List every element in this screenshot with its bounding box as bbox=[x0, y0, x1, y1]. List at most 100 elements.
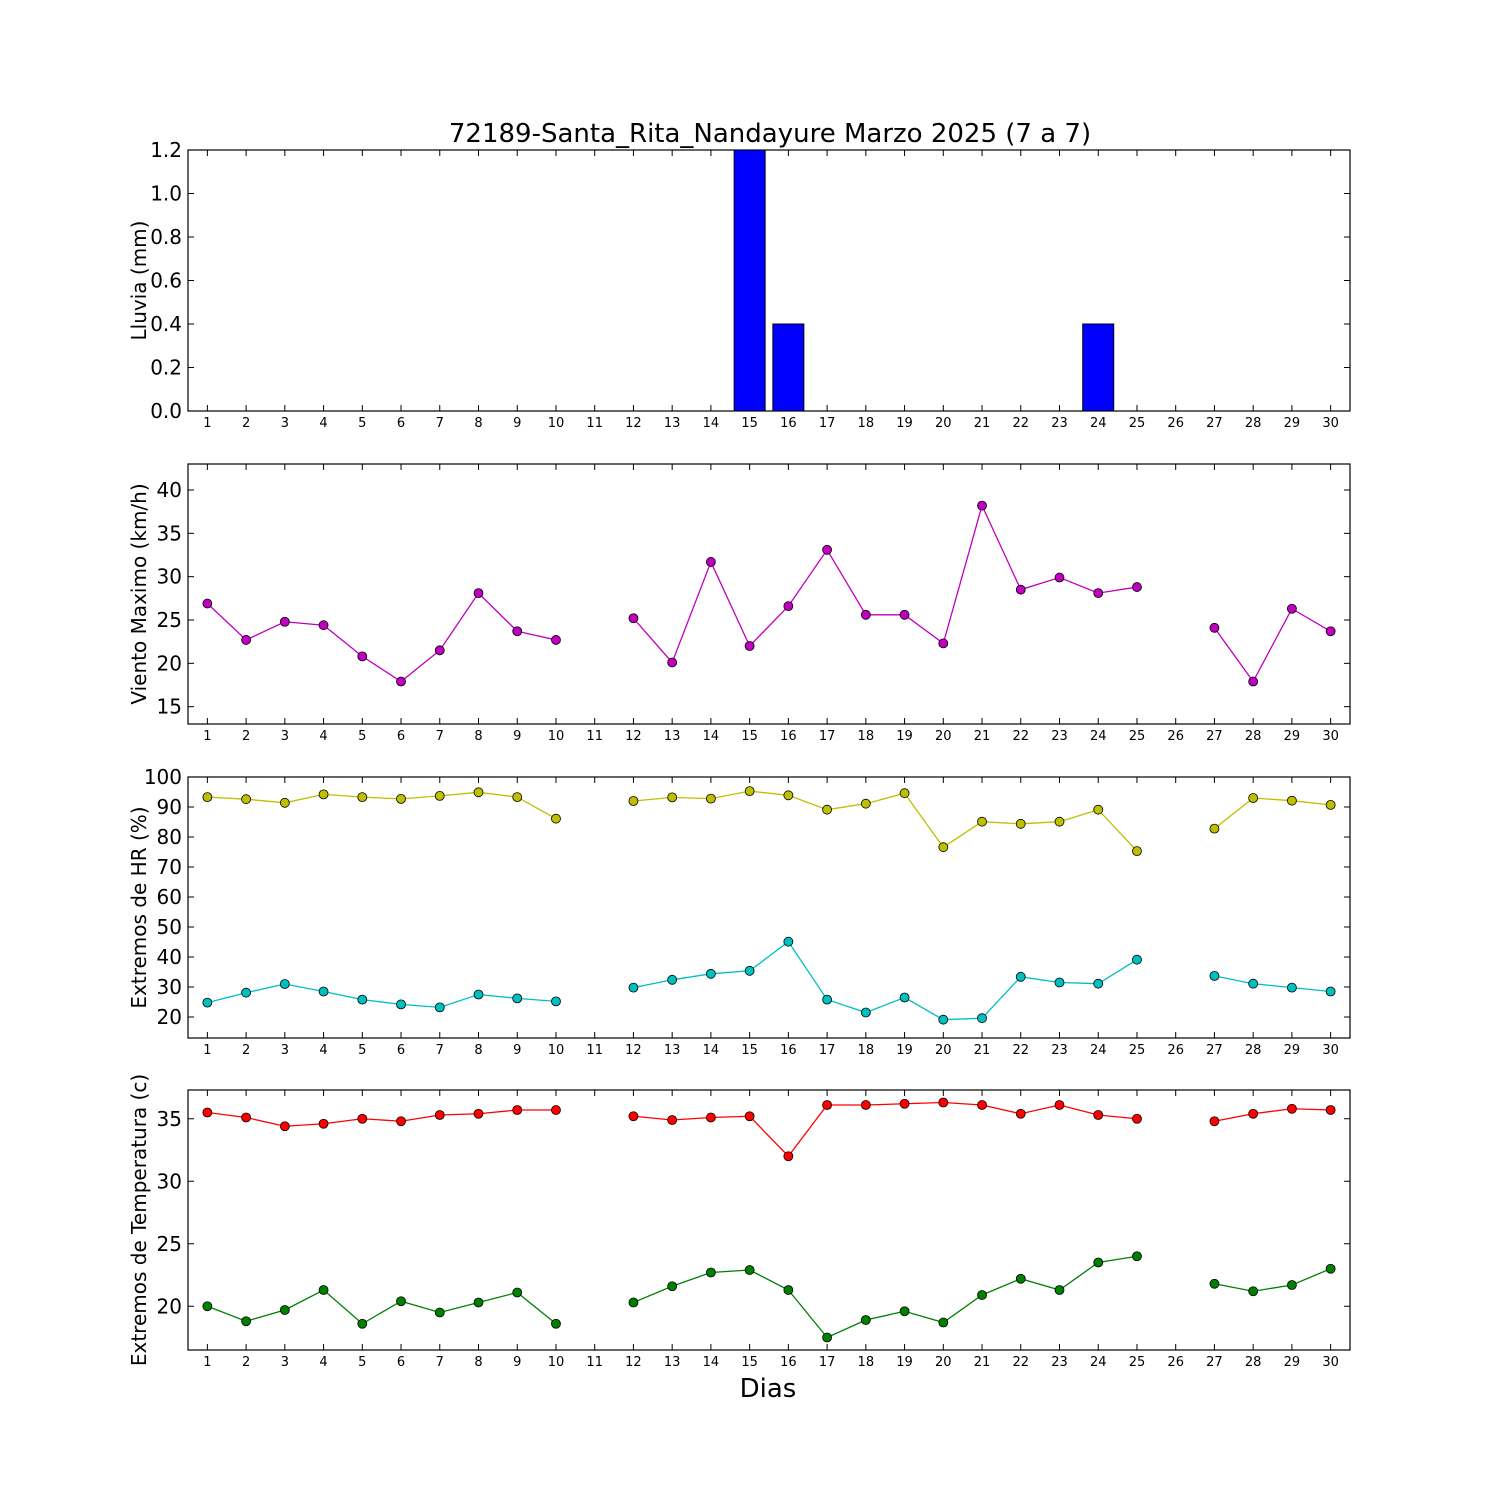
temp-data-point bbox=[396, 1296, 406, 1307]
lluvia-y-axis-label: Lluvia (mm) bbox=[127, 221, 151, 341]
lluvia-xtick-label: 26 bbox=[1167, 416, 1184, 431]
temp-xtick-label: 13 bbox=[664, 1355, 681, 1370]
hr-xtick-label: 26 bbox=[1167, 1043, 1184, 1058]
hr-data-point bbox=[434, 791, 445, 801]
temp-xtick-label: 3 bbox=[281, 1355, 289, 1370]
hr-data-point bbox=[434, 1002, 445, 1013]
viento-data-point bbox=[628, 613, 639, 624]
temp-xtick-label: 15 bbox=[741, 1355, 758, 1370]
temp-xtick-label: 7 bbox=[436, 1355, 444, 1370]
hr-xtick-label: 15 bbox=[741, 1043, 758, 1058]
temp-data-point bbox=[1248, 1286, 1259, 1297]
lluvia-ytick-label: 0.8 bbox=[150, 225, 182, 249]
hr-data-point bbox=[860, 1007, 871, 1018]
temp-data-point bbox=[822, 1100, 832, 1110]
hr-data-point bbox=[1248, 793, 1259, 803]
hr-data-point bbox=[202, 997, 213, 1008]
viento-data-point bbox=[241, 635, 252, 645]
viento-xtick-label: 17 bbox=[819, 729, 836, 744]
viento-data-point bbox=[860, 609, 871, 620]
hr-data-point bbox=[551, 996, 561, 1007]
hr-xtick-label: 7 bbox=[436, 1043, 444, 1058]
viento-data-point bbox=[1054, 572, 1065, 583]
viento-xtick-label: 29 bbox=[1284, 729, 1301, 744]
viento-data-point bbox=[279, 616, 290, 627]
lluvia-axes-frame bbox=[187, 149, 1351, 412]
hr-xtick-label: 6 bbox=[397, 1043, 405, 1058]
temp-xtick-label: 21 bbox=[974, 1355, 991, 1370]
temp-xtick-label: 10 bbox=[548, 1355, 565, 1370]
lluvia-ytick-label: 0.2 bbox=[150, 356, 182, 380]
temp-data-point bbox=[783, 1151, 794, 1162]
lluvia-xtick-label: 9 bbox=[513, 416, 521, 431]
temp-xtick-label: 24 bbox=[1090, 1355, 1107, 1370]
hr-data-point bbox=[860, 798, 871, 809]
viento-data-point bbox=[783, 601, 794, 612]
hr-ytick-label: 40 bbox=[157, 945, 182, 969]
viento-series-line bbox=[206, 592, 557, 683]
temp-series-line bbox=[633, 1255, 1138, 1339]
temp-data-point bbox=[1209, 1116, 1220, 1127]
temp-series-line bbox=[633, 1101, 1138, 1158]
viento-xtick-label: 6 bbox=[397, 729, 405, 744]
temp-xtick-label: 20 bbox=[935, 1355, 952, 1370]
temp-xtick-label: 5 bbox=[358, 1355, 366, 1370]
temp-xtick-label: 16 bbox=[780, 1355, 797, 1370]
viento-series-line bbox=[632, 503, 1138, 664]
temp-ytick-label: 35 bbox=[157, 1107, 182, 1131]
hr-data-point bbox=[512, 792, 523, 802]
temp-series-line bbox=[1214, 1268, 1331, 1292]
temp-axes-frame bbox=[187, 1089, 1351, 1351]
viento-xtick-label: 27 bbox=[1206, 729, 1223, 744]
hr-data-point bbox=[1093, 978, 1104, 989]
lluvia-xtick-label: 6 bbox=[397, 416, 405, 431]
hr-xtick-label: 3 bbox=[281, 1043, 289, 1058]
temp-data-point bbox=[977, 1100, 987, 1110]
temp-data-point bbox=[783, 1285, 794, 1295]
temp-data-point bbox=[473, 1297, 484, 1308]
lluvia-xtick-label: 8 bbox=[474, 416, 482, 431]
temp-xtick-label: 18 bbox=[858, 1355, 875, 1370]
viento-xtick-label: 15 bbox=[741, 729, 758, 744]
temp-data-point bbox=[667, 1115, 678, 1125]
viento-ytick-label: 40 bbox=[157, 478, 182, 502]
panel-lluvia: 0.00.20.40.60.81.01.21 2 3 4 5 6 7 8 9 10 11 12 13 14… bbox=[127, 138, 1351, 431]
temp-xtick-label: 26 bbox=[1167, 1355, 1184, 1370]
lluvia-xtick-label: 19 bbox=[896, 416, 913, 431]
lluvia-xtick-label: 13 bbox=[664, 416, 681, 431]
hr-data-point bbox=[938, 842, 949, 853]
hr-ytick-label: 100 bbox=[144, 765, 182, 789]
hr-xtick-label: 23 bbox=[1051, 1043, 1068, 1058]
temp-xtick-label: 27 bbox=[1206, 1355, 1223, 1370]
hr-data-point bbox=[1054, 977, 1065, 988]
viento-data-point bbox=[744, 641, 755, 651]
temp-series-line bbox=[1214, 1108, 1331, 1122]
viento-xtick-label: 20 bbox=[935, 729, 952, 744]
hr-data-point bbox=[744, 786, 755, 796]
lluvia-bar bbox=[1082, 323, 1115, 412]
hr-xtick-label: 10 bbox=[548, 1043, 565, 1058]
lluvia-xtick-label: 12 bbox=[625, 416, 642, 431]
lluvia-xtick-label: 1 bbox=[203, 416, 211, 431]
hr-xtick-label: 2 bbox=[242, 1043, 250, 1058]
hr-series-line bbox=[207, 791, 557, 820]
hr-series-line bbox=[633, 790, 1138, 852]
temp-data-point bbox=[318, 1285, 329, 1295]
hr-xtick-label: 8 bbox=[474, 1043, 482, 1058]
lluvia-xtick-label: 18 bbox=[858, 416, 875, 431]
temp-xtick-label: 4 bbox=[319, 1355, 327, 1370]
lluvia-xtick-label: 3 bbox=[281, 416, 289, 431]
temp-data-point bbox=[706, 1267, 716, 1278]
hr-data-point bbox=[628, 796, 639, 806]
hr-xtick-label: 22 bbox=[1012, 1043, 1029, 1058]
hr-xtick-label: 14 bbox=[703, 1043, 720, 1058]
viento-data-point bbox=[899, 609, 910, 620]
hr-data-point bbox=[512, 993, 523, 1004]
lluvia-ytick-label: 0.4 bbox=[150, 312, 182, 336]
lluvia-xtick-label: 28 bbox=[1245, 416, 1262, 431]
hr-data-point bbox=[473, 787, 484, 798]
temp-data-point bbox=[434, 1110, 445, 1120]
hr-xtick-label: 30 bbox=[1322, 1043, 1339, 1058]
x-axis-label: Dias bbox=[740, 1374, 797, 1404]
